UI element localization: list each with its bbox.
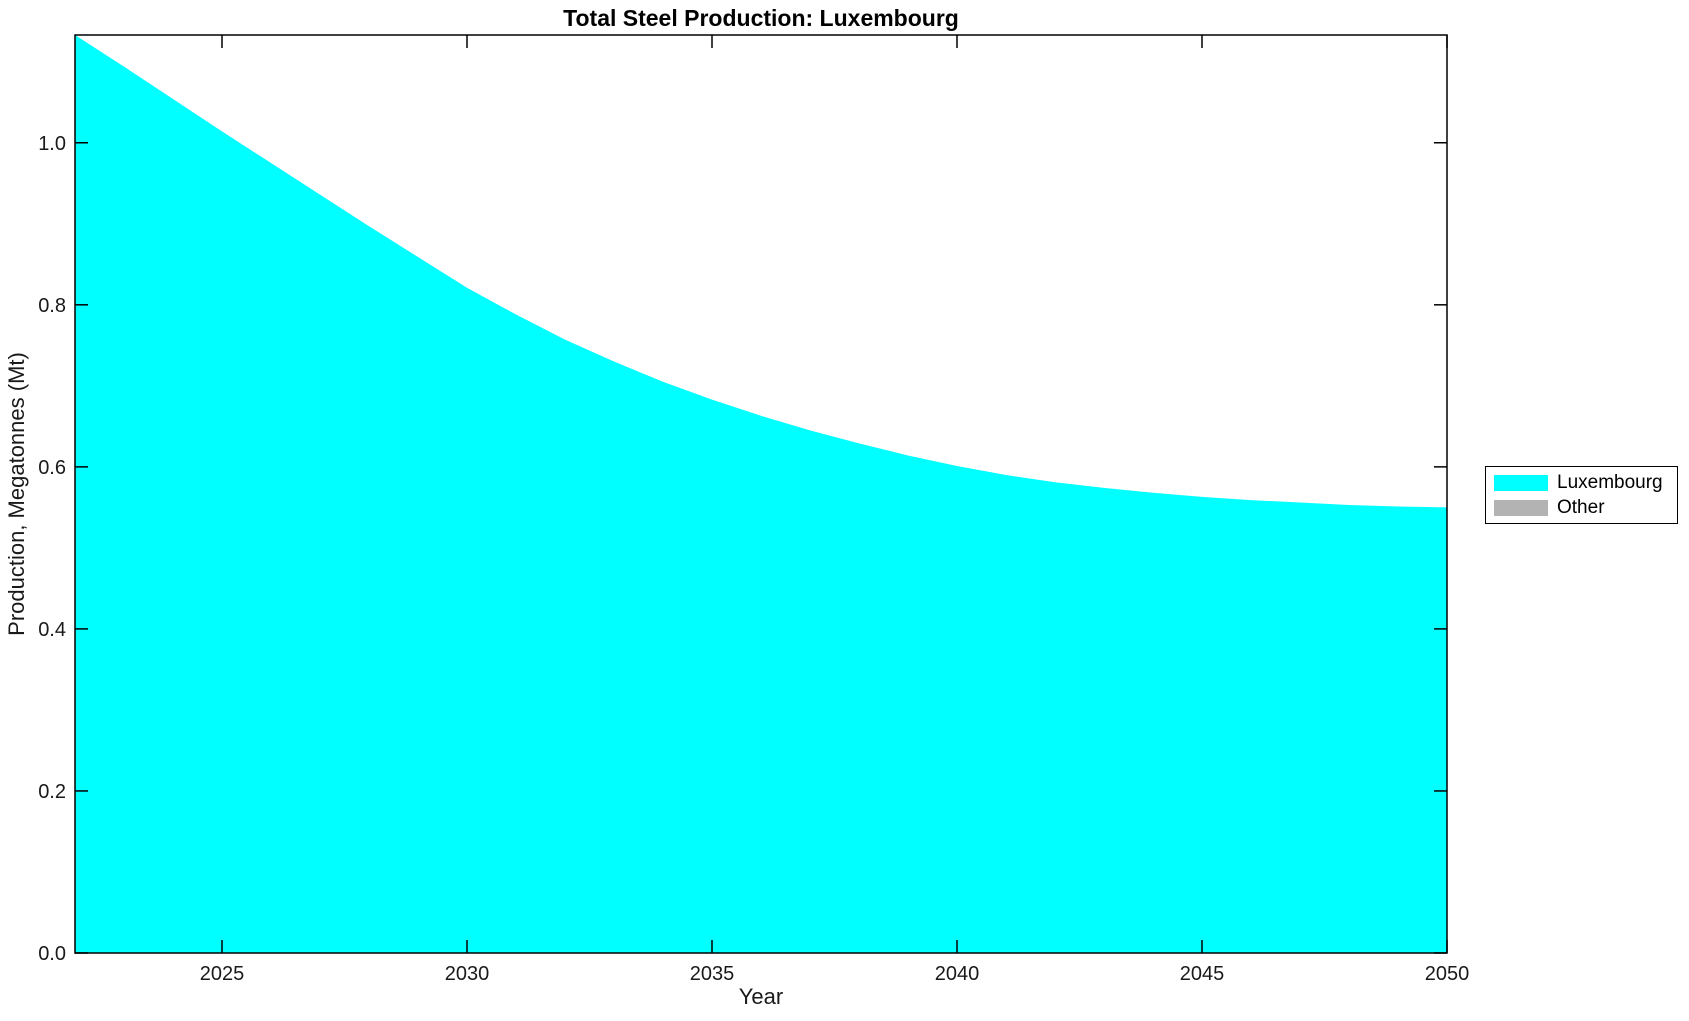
legend-label-other: Other bbox=[1557, 496, 1605, 518]
axis-box bbox=[74, 34, 1448, 954]
y-tick-label: 0.2 bbox=[38, 781, 66, 803]
y-tick-label: 0.4 bbox=[38, 619, 66, 641]
legend-item-other: Other bbox=[1494, 497, 1669, 519]
chart-title: Total Steel Production: Luxembourg bbox=[563, 5, 959, 31]
x-tick-label: 2050 bbox=[1425, 963, 1470, 985]
y-tick-label: 1.0 bbox=[38, 133, 66, 155]
x-tick-label: 2025 bbox=[200, 963, 245, 985]
legend-swatch-luxembourg bbox=[1494, 474, 1548, 491]
legend-item-luxembourg: Luxembourg bbox=[1494, 472, 1669, 494]
x-tick-label: 2035 bbox=[690, 963, 735, 985]
x-tick-label: 2040 bbox=[935, 963, 980, 985]
y-tick-label: 0.8 bbox=[38, 295, 66, 317]
x-tick-label: 2045 bbox=[1180, 963, 1225, 985]
y-tick-label: 0.6 bbox=[38, 457, 66, 479]
area-series-luxembourg bbox=[75, 35, 1447, 953]
y-axis-label: Production, Megatonnes (Mt) bbox=[4, 352, 29, 636]
x-axis-label: Year bbox=[738, 984, 784, 1009]
legend-label-luxembourg: Luxembourg bbox=[1557, 471, 1663, 493]
x-tick-label: 2030 bbox=[445, 963, 490, 985]
legend-swatch-other bbox=[1494, 499, 1548, 516]
y-tick-label: 0.0 bbox=[38, 943, 66, 965]
legend: Luxembourg Other bbox=[1485, 466, 1678, 524]
